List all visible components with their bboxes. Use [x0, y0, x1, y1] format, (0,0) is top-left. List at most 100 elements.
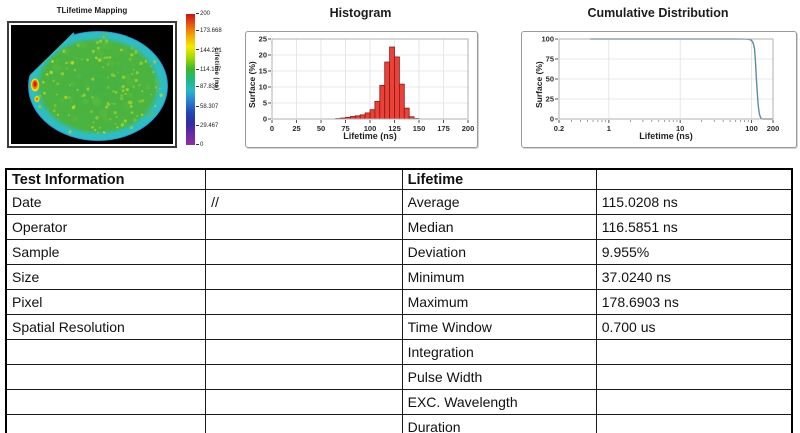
table-row: Integration	[5, 339, 793, 365]
stat-value-cell: 178.6903 ns	[595, 289, 793, 315]
histogram-x-axis-label: Lifetime (ns)	[343, 131, 397, 141]
svg-text:1: 1	[607, 124, 611, 133]
table-header-row: Test Information Lifetime	[5, 168, 793, 190]
info-value-cell	[205, 339, 403, 365]
table-row: EXC. Wavelength	[5, 389, 793, 415]
stat-label-cell: EXC. Wavelength	[401, 389, 597, 415]
stat-label-cell: Maximum	[401, 289, 597, 315]
cumulative-panel: 0 25 50 75 100 0.2 1 10 100 200 Surface (%) Lifet…	[521, 31, 797, 148]
info-label-cell	[5, 389, 207, 415]
colorbar-axis-label: Lifetime (ns)	[213, 48, 220, 91]
info-label-cell	[5, 364, 207, 390]
stat-label-cell: Minimum	[401, 264, 597, 290]
stat-label-cell: Pulse Width	[401, 364, 597, 390]
stat-value-cell: 37.0240 ns	[595, 264, 793, 290]
stat-label-cell: Integration	[401, 339, 597, 365]
stat-value-cell	[595, 339, 793, 365]
info-value-cell	[205, 239, 403, 265]
info-label-cell: Operator	[5, 214, 207, 240]
table-row: Date//Average 115.0208 ns	[5, 189, 793, 215]
svg-text:5: 5	[263, 99, 267, 108]
svg-text:50: 50	[546, 75, 554, 84]
svg-text:15: 15	[259, 67, 267, 76]
info-label-cell	[5, 339, 207, 365]
svg-text:175: 175	[437, 124, 450, 133]
wafer-map-frame	[6, 20, 177, 148]
table-row: Sample Deviation 9.955%	[5, 239, 793, 265]
table-row: Operator Median 116.5851 ns	[5, 214, 793, 240]
info-value-cell	[205, 264, 403, 290]
info-label-cell: Date	[5, 189, 207, 215]
svg-text:75: 75	[341, 124, 349, 133]
svg-text:50: 50	[317, 124, 325, 133]
histogram-panel: 0 5 10 15 20 25 0 25 50 75 100 125 150 175 200 Surface…	[245, 31, 478, 148]
svg-text:100: 100	[541, 35, 554, 44]
colorbar-tick-label: 114.107	[196, 67, 221, 73]
svg-text:10: 10	[259, 83, 267, 92]
table-row: Pulse Width	[5, 364, 793, 390]
colorbar-gradient	[186, 14, 195, 145]
stat-label-cell: Median	[401, 214, 597, 240]
svg-text:0: 0	[263, 115, 267, 124]
colorbar-tick-label: 200	[196, 11, 210, 17]
histogram-chart: 0 5 10 15 20 25 0 25 50 75 100 125 150 175 200	[259, 35, 475, 133]
info-label-cell: Pixel	[5, 289, 207, 315]
info-label-cell: Spatial Resolution	[5, 314, 207, 340]
svg-text:10: 10	[676, 124, 684, 133]
cumulative-chart: 0 25 50 75 100 0.2 1 10 100 200	[541, 35, 780, 133]
colorbar-tick-label: 0	[196, 142, 203, 148]
table-row: Size Minimum 37.0240 ns	[5, 264, 793, 290]
svg-text:75: 75	[546, 55, 554, 64]
stat-value-cell: 9.955%	[595, 239, 793, 265]
mapping-title: TLifetime Mapping	[56, 6, 128, 15]
info-value-cell	[205, 214, 403, 240]
stat-value-cell	[595, 364, 793, 390]
svg-text:25: 25	[259, 35, 267, 44]
svg-text:25: 25	[546, 95, 554, 104]
empty-header-cell	[595, 168, 793, 190]
colorbar-tick-label: 173.668	[196, 28, 222, 34]
svg-text:0: 0	[270, 124, 274, 133]
cumulative-title: Cumulative Distribution	[587, 6, 729, 20]
table-row: Duration	[5, 414, 793, 433]
wafer-heatmap	[6, 20, 173, 144]
wafer-map-image	[6, 20, 173, 144]
stat-value-cell: 115.0208 ns	[595, 189, 793, 215]
stat-value-cell	[595, 414, 793, 433]
svg-text:100: 100	[745, 124, 758, 133]
svg-text:125: 125	[388, 124, 401, 133]
colorbar-tick-label: 58.307	[196, 104, 218, 110]
lifetime-header: Lifetime	[401, 168, 597, 190]
table-row: Pixel Maximum 178.6903 ns	[5, 289, 793, 315]
test-information-header: Test Information	[5, 168, 207, 190]
info-value-cell	[205, 389, 403, 415]
histogram-y-axis-label: Surface (%)	[247, 61, 257, 109]
info-value-cell: //	[205, 189, 403, 215]
info-value-cell	[205, 364, 403, 390]
svg-text:200: 200	[462, 124, 475, 133]
stat-value-cell: 116.5851 ns	[595, 214, 793, 240]
report-table: Test Information Lifetime Date//Average 115…	[5, 168, 793, 433]
colorbar-tick-label: 144.201	[196, 48, 222, 54]
info-label-cell: Size	[5, 264, 207, 290]
info-value-cell	[205, 314, 403, 340]
stat-label-cell: Duration	[401, 414, 597, 433]
info-value-cell	[205, 289, 403, 315]
svg-text:0: 0	[550, 115, 554, 124]
stat-label-cell: Deviation	[401, 239, 597, 265]
stat-label-cell: Time Window	[401, 314, 597, 340]
table-row: Spatial Resolution Time Window 0.700 us	[5, 314, 793, 340]
info-value-cell	[205, 414, 403, 433]
svg-text:200: 200	[767, 124, 780, 133]
colorbar-tick-label: 29.467	[196, 123, 218, 129]
svg-text:150: 150	[413, 124, 426, 133]
stat-value-cell: 0.700 us	[595, 314, 793, 340]
info-label-cell: Sample	[5, 239, 207, 265]
empty-header-cell	[205, 168, 403, 190]
svg-text:25: 25	[292, 124, 300, 133]
svg-text:100: 100	[364, 124, 377, 133]
stat-value-cell	[595, 389, 793, 415]
cumulative-x-axis-label: Lifetime (ns)	[639, 131, 693, 141]
svg-text:0.2: 0.2	[554, 124, 564, 133]
